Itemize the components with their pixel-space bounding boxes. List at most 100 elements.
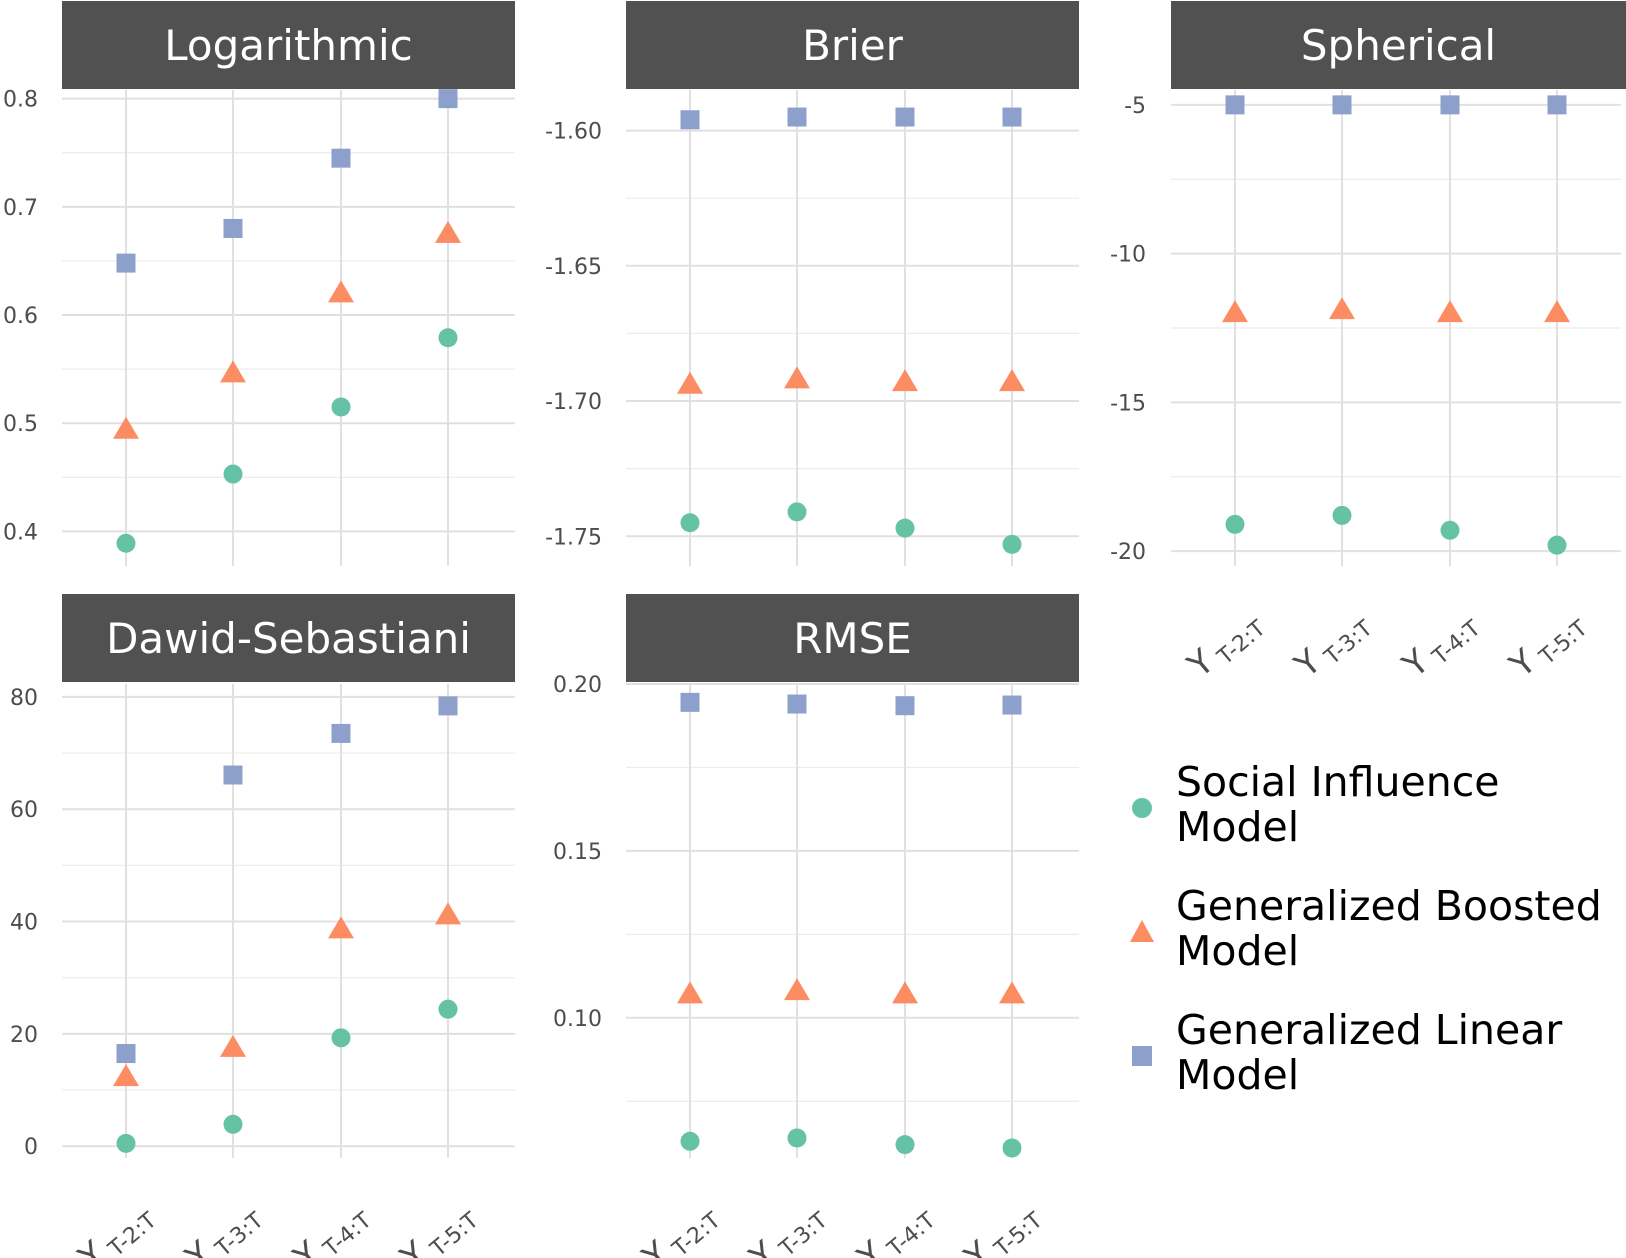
data-point-triangle: [113, 416, 139, 439]
data-point-triangle: [220, 1034, 246, 1057]
facet-title: RMSE: [793, 614, 912, 663]
data-point-circle: [223, 1114, 243, 1134]
legend-item-generalized-boosted: Generalized Boosted Model: [1110, 884, 1626, 1008]
y-tick-label: 0.6: [3, 304, 38, 329]
y-tick-label: 0.8: [3, 88, 38, 113]
facet-strip: [62, 1, 515, 89]
data-point-square: [1225, 95, 1245, 115]
y-tick-label: 0.15: [553, 840, 602, 865]
legend-item-generalized-linear: Generalized Linear Model: [1110, 1008, 1626, 1132]
data-point-triangle: [784, 978, 810, 1001]
y-tick-label: -1.60: [545, 120, 602, 145]
y-tick-label: 0.4: [3, 520, 38, 545]
legend-key-square: [1132, 1046, 1152, 1066]
data-point-circle: [1547, 535, 1567, 555]
x-tick-label: Y T-4:T: [1395, 602, 1487, 689]
data-point-triangle: [677, 981, 703, 1004]
y-tick-label: -15: [1110, 391, 1146, 416]
facet-title: Spherical: [1301, 21, 1496, 70]
data-point-triangle: [328, 916, 354, 939]
data-point-square: [331, 723, 351, 743]
facet-title: Logarithmic: [164, 21, 412, 70]
data-point-triangle: [999, 981, 1025, 1004]
data-point-triangle: [220, 360, 246, 383]
x-tick-label: Y T-4:T: [286, 1194, 378, 1258]
panel-spherical: -20 -15 -10 -5 Spherical Y T-2:T Y T-3:T Y T-4:…: [1110, 1, 1626, 689]
x-tick-label: Y T-2:T: [1180, 602, 1272, 689]
data-point-square: [223, 218, 243, 238]
data-point-circle: [680, 513, 700, 533]
data-point-square: [1332, 95, 1352, 115]
data-point-square: [895, 107, 915, 127]
x-tick-label: Y T-3:T: [1287, 602, 1379, 689]
legend-label: Generalized Boosted Model: [1176, 882, 1602, 975]
data-point-square: [895, 696, 915, 716]
facet-strip: [626, 1, 1079, 89]
y-tick-label: 0: [24, 1135, 38, 1160]
y-tick-label: 0.10: [553, 1007, 602, 1032]
data-point-square: [680, 110, 700, 130]
data-point-square: [116, 253, 136, 273]
square-marker-icon: [1132, 1046, 1152, 1066]
data-point-circle: [223, 464, 243, 484]
legend-key-circle: [1132, 798, 1152, 818]
y-tick-label: -5: [1124, 94, 1146, 119]
y-tick-label: -20: [1110, 540, 1146, 565]
triangle-marker-icon: [1130, 920, 1154, 942]
y-tick-label: 0.7: [3, 196, 38, 221]
y-tick-label: 0.5: [3, 412, 38, 437]
panel-rmse: 0.10 0.15 0.20 RMSE Y T-2:T Y T-3:T Y T-4:T Y T…: [553, 594, 1079, 1258]
data-point-square: [438, 89, 458, 109]
data-point-circle: [1002, 534, 1022, 554]
facet-strip: [1171, 1, 1626, 89]
data-point-square: [787, 107, 807, 127]
facet-strip: [62, 594, 515, 682]
data-point-triangle: [677, 371, 703, 394]
legend: Social Influence Model Generalized Boost…: [1110, 760, 1626, 1132]
data-point-square: [1547, 95, 1567, 115]
data-point-triangle: [892, 981, 918, 1004]
facet-title: Brier: [802, 21, 904, 70]
x-tick-label: Y T-3:T: [178, 1194, 270, 1258]
data-point-triangle: [435, 902, 461, 925]
data-point-square: [680, 692, 700, 712]
legend-key-triangle: [1130, 920, 1154, 942]
data-point-triangle: [1329, 297, 1355, 320]
x-tick-label: Y T-5:T: [957, 1194, 1049, 1258]
y-tick-label: -10: [1110, 243, 1146, 268]
data-point-square: [116, 1044, 136, 1064]
legend-label: Generalized Linear Model: [1176, 1006, 1563, 1099]
data-point-circle: [116, 533, 136, 553]
legend-item-social-influence: Social Influence Model: [1110, 760, 1626, 884]
data-point-circle: [680, 1131, 700, 1151]
data-point-circle: [1225, 514, 1245, 534]
circle-marker-icon: [1132, 798, 1152, 818]
data-point-circle: [895, 518, 915, 538]
data-point-circle: [787, 1128, 807, 1148]
data-point-triangle: [435, 220, 461, 243]
data-point-circle: [116, 1133, 136, 1153]
x-tick-label: Y T-2:T: [635, 1194, 727, 1258]
data-point-circle: [1002, 1138, 1022, 1158]
data-point-circle: [895, 1135, 915, 1155]
facet-title: Dawid-Sebastiani: [106, 614, 471, 663]
data-point-circle: [1332, 505, 1352, 525]
y-tick-label: 60: [10, 798, 38, 823]
data-point-triangle: [892, 369, 918, 392]
x-tick-label: Y T-4:T: [850, 1194, 942, 1258]
data-point-triangle: [1437, 300, 1463, 323]
y-tick-label: 80: [10, 686, 38, 711]
x-tick-label: Y T-5:T: [1502, 602, 1594, 689]
y-tick-label: 20: [10, 1023, 38, 1048]
data-point-circle: [438, 328, 458, 348]
y-tick-label: -1.75: [545, 525, 602, 550]
data-point-square: [1002, 107, 1022, 127]
data-point-circle: [438, 999, 458, 1019]
y-tick-label: -1.70: [545, 390, 602, 415]
x-tick-label: Y T-3:T: [742, 1194, 834, 1258]
data-point-triangle: [328, 280, 354, 303]
data-point-triangle: [1222, 300, 1248, 323]
y-tick-label: 40: [10, 911, 38, 936]
